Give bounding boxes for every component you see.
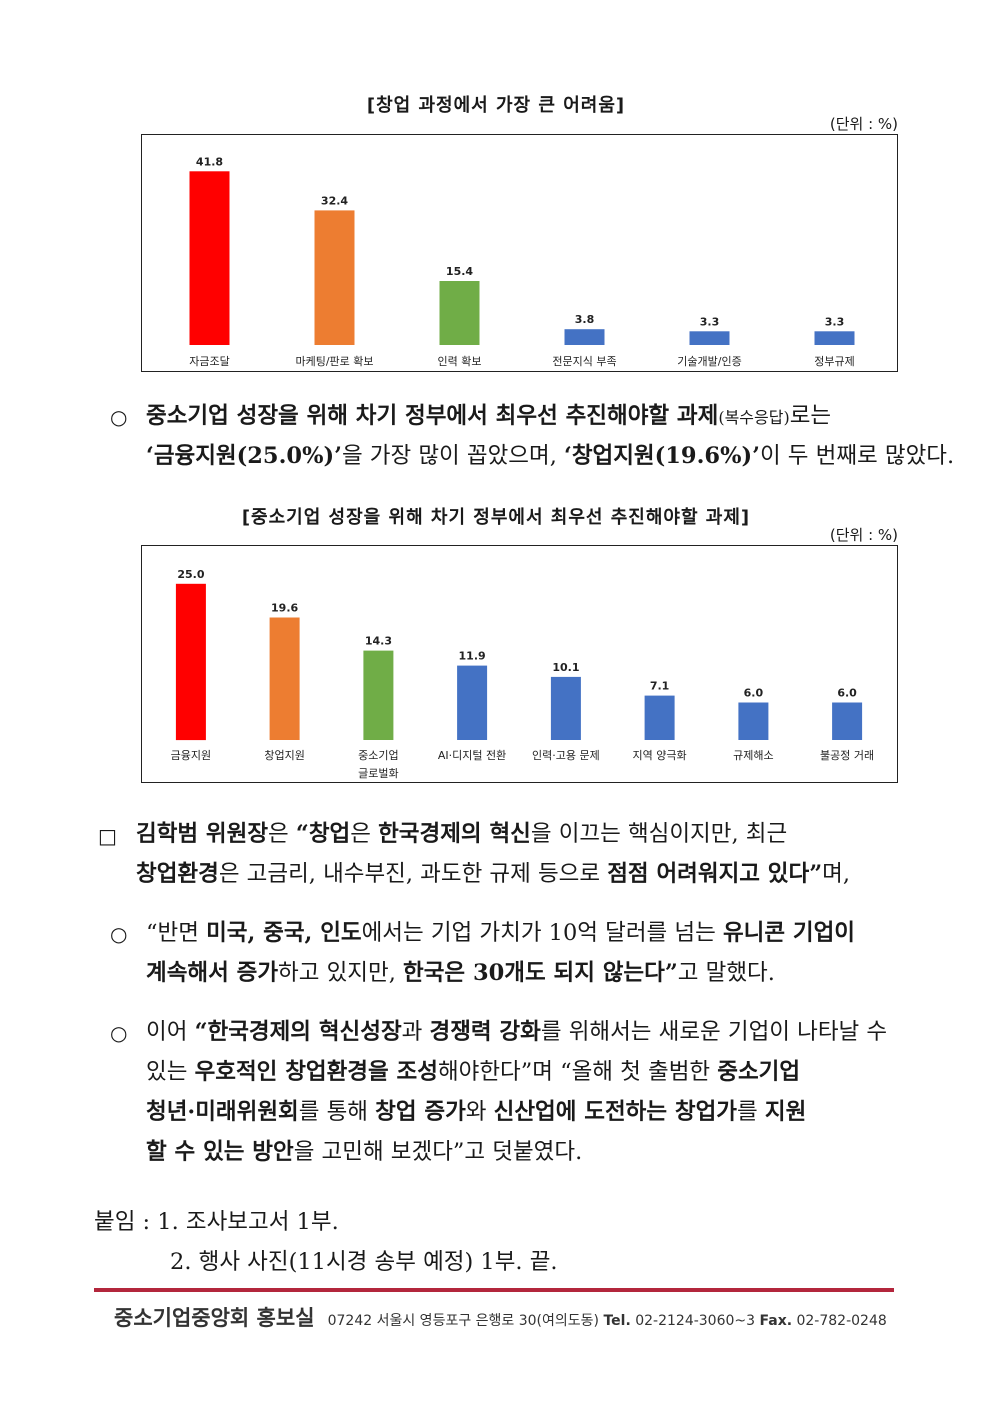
category-label: 전문지식 부족 <box>552 355 616 368</box>
attachment-2: 2. 행사 사진(11시경 송부 예정) 1부. 끝. <box>170 1249 558 1275</box>
data-label: 19.6 <box>271 602 298 615</box>
circle-bullet: ○ <box>110 405 128 429</box>
category-label: 인력·고용 문제 <box>532 749 600 762</box>
p2-line2: 창업환경은 고금리, 내수부진, 과도한 규제 등으로 점점 어려워지고 있다”… <box>136 861 851 887</box>
data-label: 32.4 <box>321 194 348 207</box>
category-label: 금융지원 <box>171 749 211 762</box>
bar <box>269 617 300 740</box>
p3-line1: “반면 미국, 중국, 인도에서는 기업 가치가 10억 달러를 넘는 유니콘 … <box>146 920 855 946</box>
p3-line2: 계속해서 증가하고 있지만, 한국은 30개도 되지 않는다”고 말했다. <box>146 960 775 986</box>
bar <box>175 583 206 741</box>
circle-bullet: ○ <box>110 922 128 946</box>
data-label: 3.8 <box>575 313 595 326</box>
bar <box>439 281 480 345</box>
data-label: 6.0 <box>837 687 857 700</box>
square-bullet: □ <box>98 824 117 848</box>
chart2-title: [중소기업 성장을 위해 차기 정부에서 최우선 추진해야할 과제] <box>241 507 751 528</box>
category-label: 자금조달 <box>189 355 229 368</box>
data-label: 10.1 <box>552 661 579 674</box>
bar <box>314 210 355 345</box>
data-label: 3.3 <box>700 315 720 328</box>
category-label: AI·디지털 전환 <box>438 749 506 762</box>
chart1-svg: 41.8 자금조달 32.4 마케팅/판로 확보 15.4 인력 확보 3.8 전문지식 부족… <box>189 155 855 368</box>
data-label: 6.0 <box>744 687 764 700</box>
category-label: 인력 확보 <box>438 355 482 368</box>
category-label: 불공정 거래 <box>820 749 874 762</box>
category-label: 규제해소 <box>733 748 773 762</box>
footer-contact: 07242 서울시 영등포구 은행로 30(여의도동) Tel. 02-2124… <box>327 1313 887 1329</box>
bar <box>457 665 488 740</box>
bar <box>814 331 855 345</box>
bar <box>832 702 863 740</box>
data-label: 11.9 <box>459 650 486 663</box>
category-label: 정부규제 <box>814 355 854 368</box>
attachment-1: 붙임 : 1. 조사보고서 1부. <box>94 1209 339 1235</box>
bar <box>644 695 675 740</box>
data-label: 41.8 <box>196 155 223 168</box>
bar <box>363 650 394 740</box>
footer: 중소기업중앙회 홍보실 07242 서울시 영등포구 은행로 30(여의도동) … <box>114 1302 887 1332</box>
category-label: 중소기업 <box>358 749 398 762</box>
category-label: 지역 양극화 <box>633 749 687 762</box>
data-label: 25.0 <box>177 568 204 581</box>
chart1-title: [창업 과정에서 가장 큰 어려움] <box>366 95 626 116</box>
data-label: 7.1 <box>650 680 670 693</box>
chart1-unit: (단위 : %) <box>829 115 898 133</box>
bar <box>738 702 769 740</box>
p1-line1: 중소기업 성장을 위해 차기 정부에서 최우선 추진해야할 과제(복수응답)로는 <box>146 403 832 429</box>
bar <box>689 331 730 345</box>
data-label: 14.3 <box>365 635 392 648</box>
chart2-unit: (단위 : %) <box>829 526 898 544</box>
footer-org: 중소기업중앙회 홍보실 <box>114 1306 315 1330</box>
category-label: 글로벌화 <box>358 767 398 780</box>
category-label: 마케팅/판로 확보 <box>295 355 373 368</box>
data-label: 15.4 <box>446 265 473 278</box>
p4-line2: 있는 우호적인 창업환경을 조성해야한다”며 “올해 첫 출범한 중소기업 <box>146 1059 801 1085</box>
bar <box>550 676 581 740</box>
p4-line3: 청년·미래위원회를 통해 창업 증가와 신산업에 도전하는 창업가를 지원 <box>146 1099 807 1125</box>
p2-line1: 김학범 위원장은 “창업은 한국경제의 혁신을 이끄는 핵심이지만, 최근 <box>136 821 788 847</box>
bar <box>189 171 230 345</box>
data-label: 3.3 <box>825 315 845 328</box>
category-label: 창업지원 <box>264 749 304 762</box>
p4-line4: 할 수 있는 방안을 고민해 보겠다”고 덧붙였다. <box>146 1139 583 1165</box>
p4-line1: 이어 “한국경제의 혁신성장과 경쟁력 강화를 위해서는 새로운 기업이 나타날… <box>146 1019 888 1045</box>
category-label: 기술개발/인증 <box>677 355 741 368</box>
p1-line2: ‘금융지원(25.0%)’을 가장 많이 꼽았으며, ‘창업지원(19.6%)’… <box>146 443 955 469</box>
footer-divider <box>94 1288 894 1292</box>
circle-bullet: ○ <box>110 1021 128 1045</box>
bar <box>564 329 605 345</box>
chart1: 41.8 자금조달 32.4 마케팅/판로 확보 15.4 인력 확보 3.8 전문지식 부족… <box>141 134 898 372</box>
